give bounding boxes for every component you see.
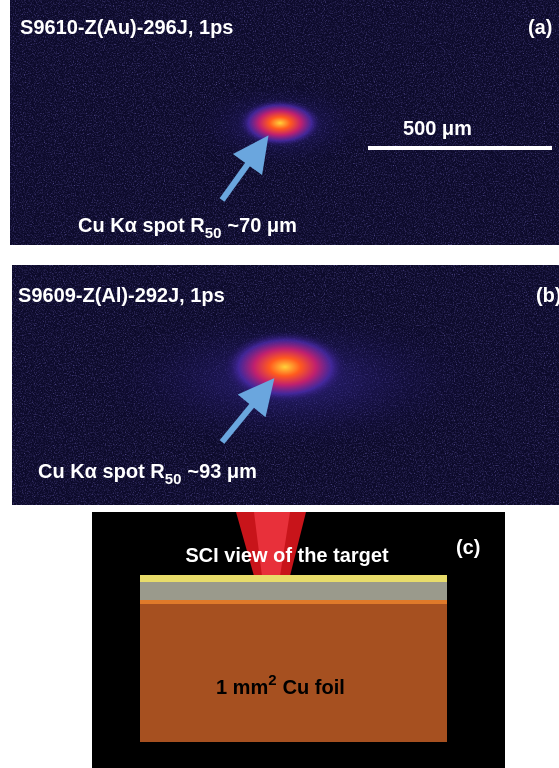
panel-c: SCI view of the target (c) 1 mm2 Cu foil [92,512,505,768]
gold-layer [140,575,447,582]
superscript: 2 [268,672,276,689]
panel-title: SCI view of the target [185,545,389,567]
annotation-suffix: ~70 μm [227,215,297,237]
interface [140,600,447,604]
cu-foil [140,604,447,742]
middle-layer [140,582,447,600]
panel-label: (a) [528,17,552,39]
subscript: 50 [165,471,182,488]
scale-label: 500 μm [403,118,472,140]
panel-label: (c) [456,537,480,559]
panel-title: S9610-Z(Au)-296J, 1ps [20,17,233,39]
annotation-text: Cu Kα spot R [38,461,165,483]
panel-label: (b) [536,285,559,307]
annotation-suffix: ~93 μm [187,461,257,483]
annotation-text: 1 mm [216,677,268,699]
annotation-text: Cu Kα spot R [78,215,205,237]
panel-b: S9609-Z(Al)-292J, 1ps (b) Cu Kα spot R50… [12,265,559,505]
spot [238,99,322,147]
figure: S9610-Z(Au)-296J, 1ps (a) 500 μm Cu Kα s… [0,0,559,768]
page: S9610-Z(Au)-296J, 1ps (a) 500 μm Cu Kα s… [0,0,559,768]
spot [223,331,347,403]
panel-a: S9610-Z(Au)-296J, 1ps (a) 500 μm Cu Kα s… [10,0,559,245]
panel-title: S9609-Z(Al)-292J, 1ps [18,285,225,307]
subscript: 50 [205,225,222,242]
annotation-suffix: Cu foil [283,677,345,699]
